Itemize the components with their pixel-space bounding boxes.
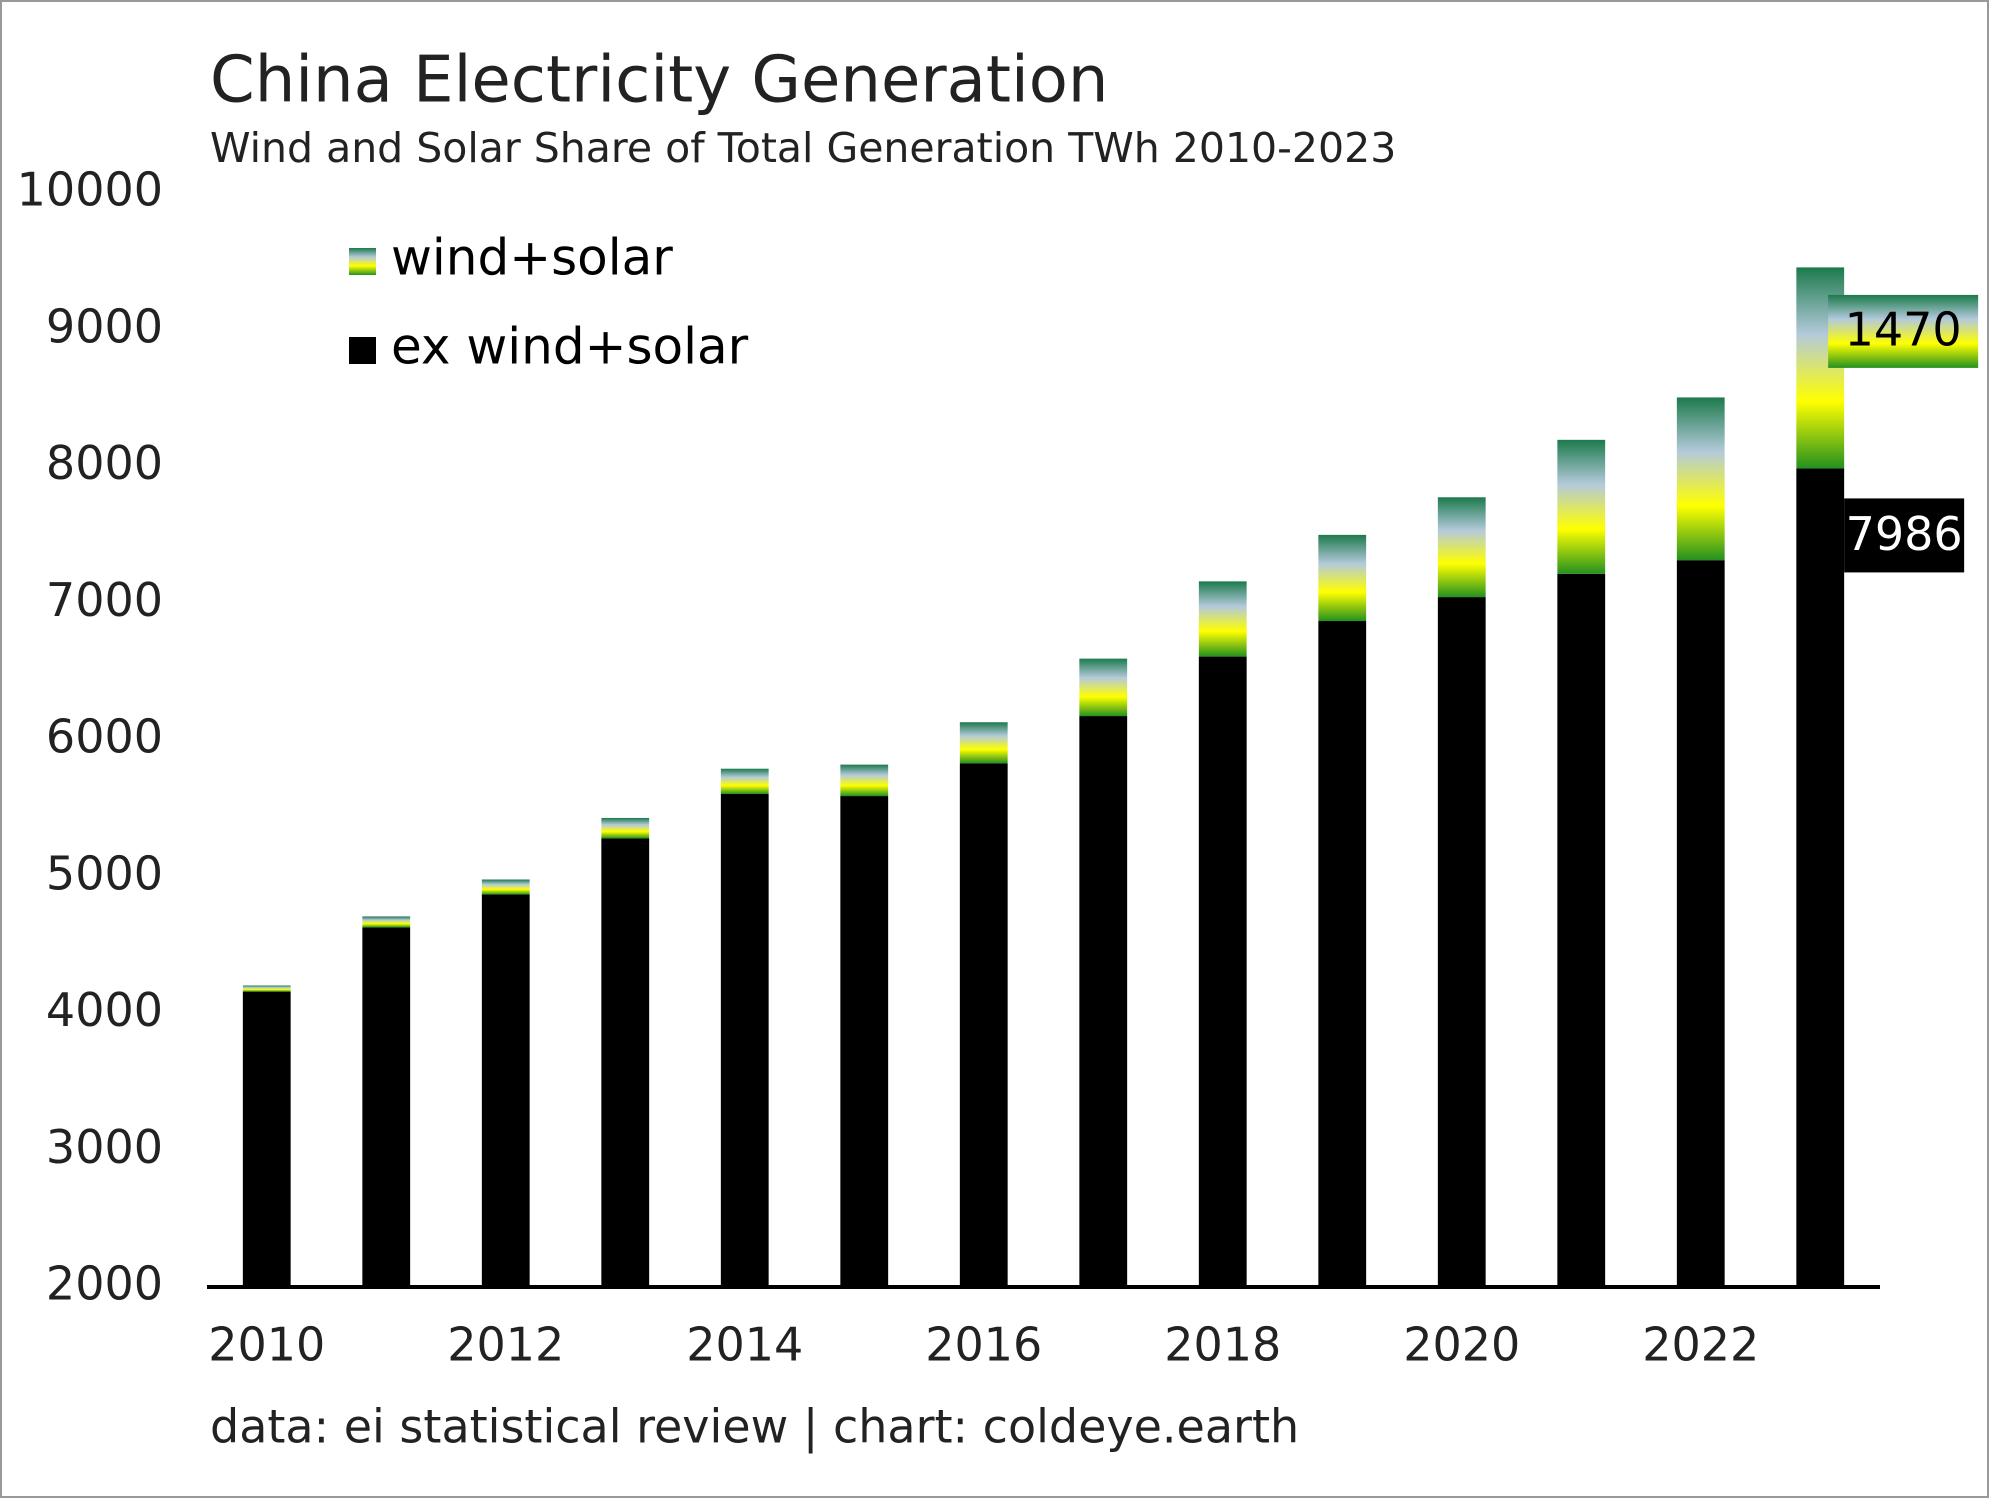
bar	[720, 794, 769, 1287]
bar-segment	[1079, 658, 1128, 717]
bar-segment	[242, 985, 291, 992]
bar	[1557, 573, 1606, 1287]
chart-subtitle: Wind and Solar Share of Total Generation…	[210, 124, 1396, 172]
bar-segment	[481, 879, 530, 895]
y-tick-label: 2000	[46, 1257, 163, 1311]
y-tick-label: 3000	[46, 1120, 163, 1174]
bar	[1318, 621, 1367, 1287]
bar-segment	[1198, 581, 1247, 657]
y-tick-label: 5000	[46, 846, 163, 900]
bar	[601, 838, 650, 1287]
x-tick-label: 2018	[1164, 1318, 1281, 1372]
legend-swatch	[349, 337, 376, 364]
bar-segment	[1437, 497, 1486, 598]
chart-title: China Electricity Generation	[210, 44, 1108, 118]
x-tick-label: 2020	[1403, 1318, 1520, 1372]
legend-swatch	[349, 248, 376, 275]
legend-label: wind+solar	[391, 229, 673, 287]
bar	[362, 927, 411, 1287]
legend-label: ex wind+solar	[391, 318, 749, 376]
bar	[1437, 597, 1486, 1287]
bar	[1079, 716, 1128, 1287]
bar-segment	[720, 768, 769, 795]
label-box	[1844, 498, 1965, 573]
bar-segment	[959, 722, 1008, 764]
bar	[959, 763, 1008, 1287]
bar	[1676, 560, 1725, 1287]
y-tick-label: 10000	[17, 163, 163, 217]
x-tick-label: 2016	[925, 1318, 1042, 1372]
x-tick-label: 2022	[1642, 1318, 1759, 1372]
bar-segment	[1676, 397, 1725, 561]
bar	[1796, 468, 1845, 1287]
bar-segment	[362, 916, 411, 928]
footer: data: ei statistical review | chart: col…	[210, 1400, 1299, 1455]
data-label: 1470	[1845, 302, 1962, 356]
bar	[242, 991, 291, 1287]
bar-segment	[840, 764, 889, 797]
bar-segment	[1318, 534, 1367, 622]
bar	[1198, 656, 1247, 1287]
y-tick-label: 6000	[46, 710, 163, 764]
y-tick-label: 9000	[46, 299, 163, 353]
data-label: 7986	[1846, 507, 1963, 561]
y-tick-label: 8000	[46, 436, 163, 490]
bar-segment	[1557, 439, 1606, 574]
y-tick-label: 7000	[46, 573, 163, 627]
x-tick-label: 2010	[208, 1318, 325, 1372]
x-tick-label: 2014	[686, 1318, 803, 1372]
y-tick-label: 4000	[46, 983, 163, 1037]
bar-segment	[601, 817, 650, 839]
bar	[481, 894, 530, 1287]
x-tick-label: 2012	[447, 1318, 564, 1372]
label-box	[1828, 294, 1979, 368]
bar	[840, 796, 889, 1287]
